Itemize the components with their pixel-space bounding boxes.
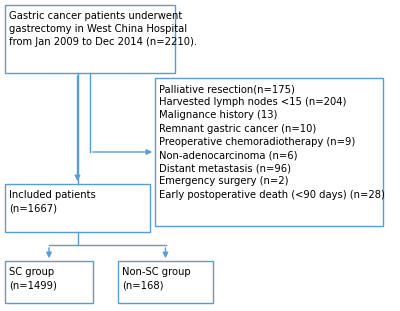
Text: Gastric cancer patients underwent
gastrectomy in West China Hospital
from Jan 20: Gastric cancer patients underwent gastre… (9, 11, 197, 47)
Text: Included patients
(n=1667): Included patients (n=1667) (9, 190, 96, 213)
Bar (5, 184, 150, 232)
Bar (5, 5, 175, 73)
Bar (155, 78, 383, 226)
Text: Palliative resection(n=175)
Harvested lymph nodes <15 (n=204)
Malignance history: Palliative resection(n=175) Harvested ly… (159, 84, 385, 200)
Bar (5, 261, 93, 303)
Bar (118, 261, 213, 303)
Text: Non-SC group
(n=168): Non-SC group (n=168) (122, 267, 191, 290)
Text: SC group
(n=1499): SC group (n=1499) (9, 267, 57, 290)
